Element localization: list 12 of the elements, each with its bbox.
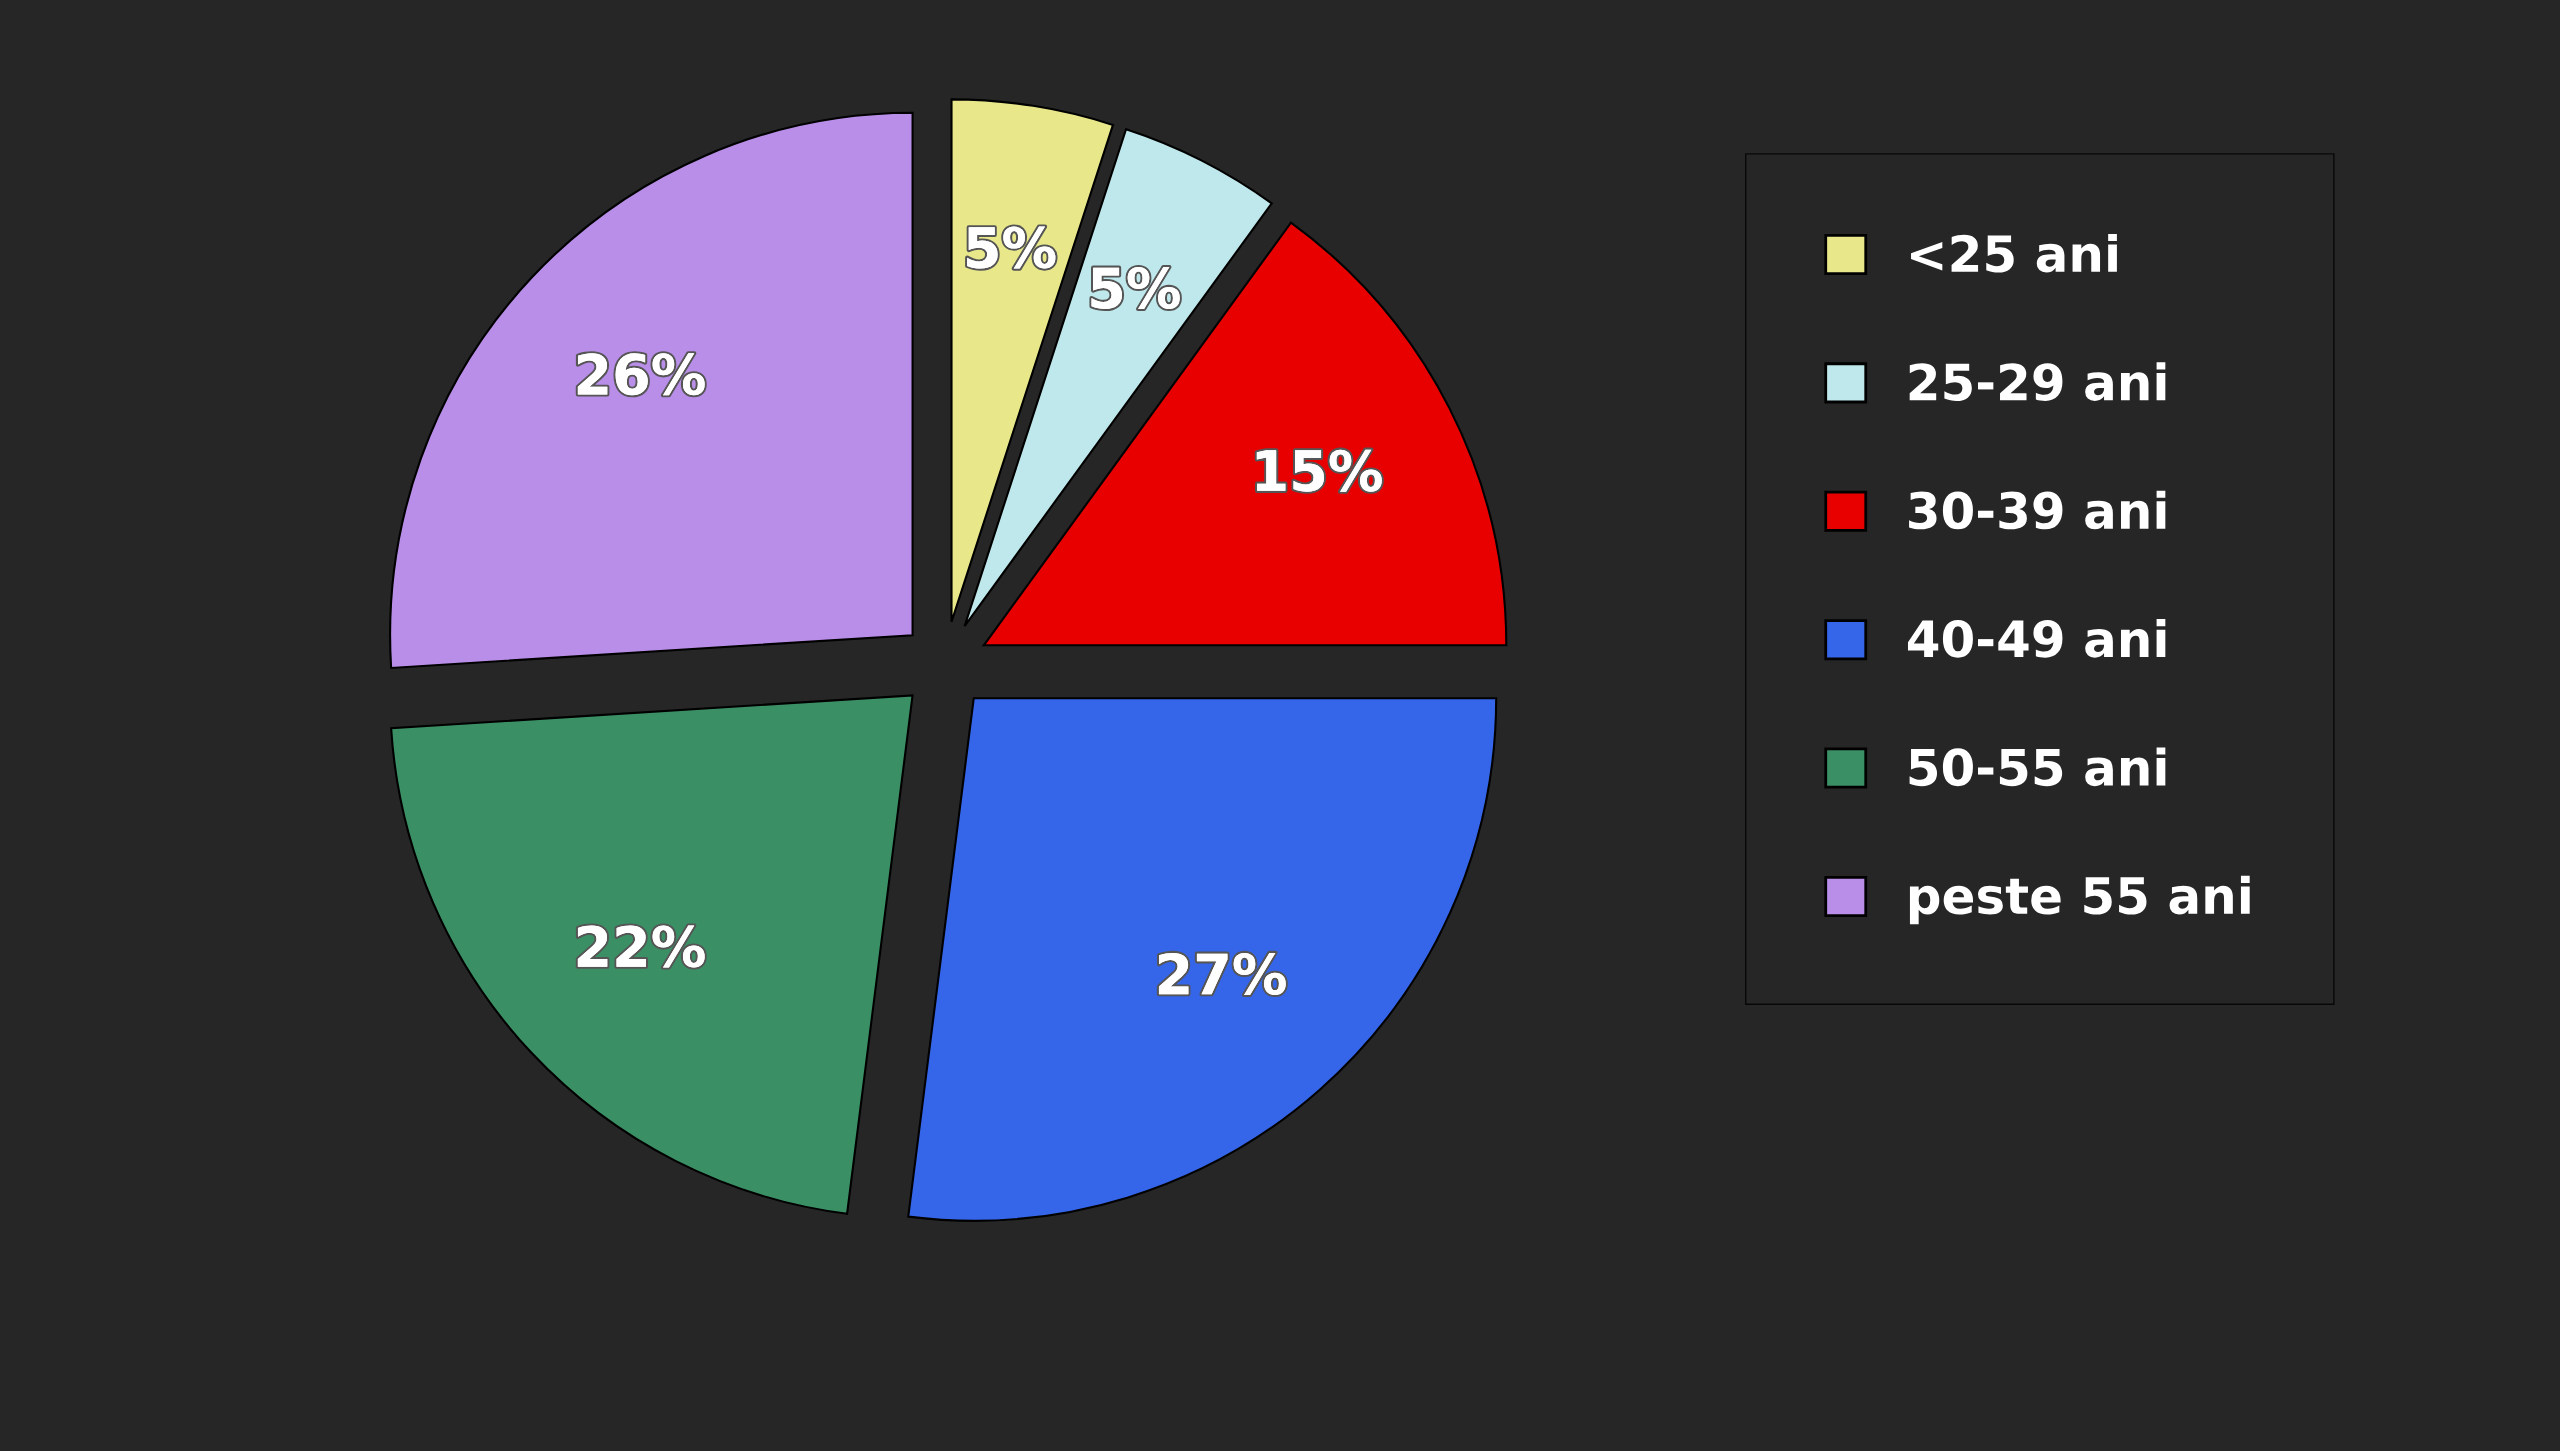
data-label: 15% [1256, 449, 1382, 492]
data-label: 5% [967, 226, 1056, 269]
legend-label: peste 55 ani [1909, 875, 2250, 925]
data-label: 27% [1158, 952, 1286, 995]
legend-label: 25-29 ani [1909, 362, 2166, 401]
legend-label: 40-49 ani [1907, 619, 2166, 658]
data-label: 5% [1091, 266, 1180, 309]
data-label: 26% [577, 353, 705, 396]
data-label: 22% [577, 925, 705, 968]
legend-label: <25 ani [1911, 233, 2117, 273]
legend-label: 50-55 ani [1909, 747, 2166, 787]
legend-label: 30-39 ani [1909, 490, 2166, 530]
